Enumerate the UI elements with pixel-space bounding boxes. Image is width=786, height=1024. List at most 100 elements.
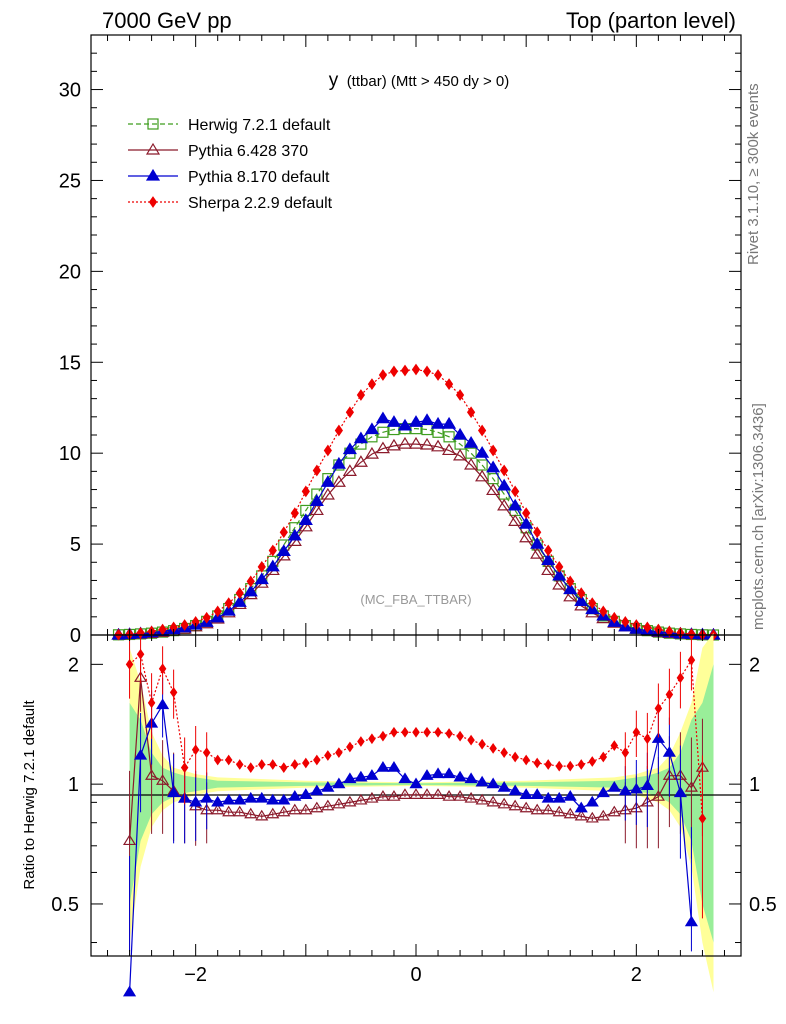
data-point-pythia-6-428-370 xyxy=(320,487,335,500)
ratio-point-pythia-8-170-default xyxy=(453,770,467,782)
data-point-pythia-6-428-370 xyxy=(298,519,313,532)
ratio-point-pythia-8-170-default xyxy=(607,780,621,792)
ratio-point-pythia-6-428-370 xyxy=(255,809,269,821)
header-right-title: Top (parton level) xyxy=(566,8,736,33)
data-point-pythia-8-170-default xyxy=(453,427,468,440)
ratio-point-pythia-8-170-default xyxy=(343,772,357,784)
data-point-herwig-7-2-1-default xyxy=(443,431,455,443)
data-point-pythia-8-170-default xyxy=(353,431,368,444)
ratio-point-sherpa-2-2-9-default xyxy=(224,754,233,766)
data-point-sherpa-2-2-9-default xyxy=(180,619,189,631)
ratio-point-pythia-8-170-default xyxy=(167,786,181,798)
data-point-pythia-8-170-default xyxy=(309,494,324,506)
ratio-point-sherpa-2-2-9-default xyxy=(235,759,244,770)
ratio-series-layer xyxy=(122,635,710,997)
data-point-sherpa-2-2-9-default xyxy=(367,378,377,390)
ratio-point-pythia-8-170-default xyxy=(486,777,500,789)
data-point-sherpa-2-2-9-default xyxy=(477,424,487,437)
data-point-pythia-6-428-370 xyxy=(519,530,534,543)
data-point-sherpa-2-2-9-default xyxy=(345,406,355,419)
data-point-pythia-6-428-370 xyxy=(530,546,545,559)
ratio-point-sherpa-2-2-9-default xyxy=(489,742,497,754)
ratio-point-sherpa-2-2-9-default xyxy=(158,663,167,675)
ratio-y-tick-label-right: 2 xyxy=(749,654,760,676)
data-point-pythia-8-170-default xyxy=(254,572,269,585)
data-point-pythia-8-170-default xyxy=(563,582,578,595)
data-point-sherpa-2-2-9-default xyxy=(466,406,476,419)
ratio-point-sherpa-2-2-9-default xyxy=(632,726,641,738)
ratio-point-pythia-6-428-370 xyxy=(277,805,291,817)
main-axis-ticks: 0 5 10 15 20 25 30 xyxy=(59,34,741,647)
ratio-point-pythia-8-170-default xyxy=(618,784,632,796)
data-point-sherpa-2-2-9-default xyxy=(444,378,454,390)
ratio-point-sherpa-2-2-9-default xyxy=(357,736,365,747)
ratio-y-axis-label: Ratio to Herwig 7.2.1 default xyxy=(21,700,38,890)
data-point-sherpa-2-2-9-default xyxy=(665,625,674,638)
ratio-point-pythia-8-170-default xyxy=(156,698,170,710)
data-point-sherpa-2-2-9-default xyxy=(312,464,321,477)
ratio-point-sherpa-2-2-9-default xyxy=(610,740,619,751)
ratio-y-tick-label-left: 0.5 xyxy=(51,894,79,916)
ratio-point-pythia-6-428-370 xyxy=(310,801,324,813)
data-point-sherpa-2-2-9-default xyxy=(224,597,233,610)
data-point-sherpa-2-2-9-default xyxy=(455,389,465,401)
data-point-pythia-6-428-370 xyxy=(563,589,578,602)
ratio-point-pythia-8-170-default xyxy=(122,985,137,997)
data-point-sherpa-2-2-9-default xyxy=(279,526,288,539)
ratio-point-sherpa-2-2-9-default xyxy=(136,648,145,660)
data-point-pythia-8-170-default xyxy=(276,544,291,556)
ratio-point-pythia-6-428-370 xyxy=(651,790,665,801)
ratio-point-pythia-6-428-370 xyxy=(233,805,247,817)
ratio-point-sherpa-2-2-9-default xyxy=(368,733,376,745)
main-plot: 0 5 10 15 20 25 30 y (ttbar) (Mtt > 450 dy > 0… xyxy=(59,34,742,647)
data-point-pythia-8-170-default xyxy=(232,595,247,607)
ratio-point-pythia-6-428-370 xyxy=(453,790,467,801)
data-point-pythia-8-170-default xyxy=(397,418,413,431)
data-point-sherpa-2-2-9-default xyxy=(500,464,509,477)
ratio-plot: 0.5 0.5 1 1 2 2 −2 0 2 Ratio to Herwig 7.2.1 def… xyxy=(21,632,777,997)
ratio-point-pythia-8-170-default xyxy=(662,745,676,757)
ratio-point-pythia-6-428-370 xyxy=(343,795,357,807)
data-point-pythia-8-170-default xyxy=(331,456,346,469)
data-point-sherpa-2-2-9-default xyxy=(621,616,630,628)
ratio-point-pythia-6-428-370 xyxy=(321,799,335,811)
ratio-point-pythia-8-170-default xyxy=(585,795,599,807)
ratio-point-pythia-6-428-370 xyxy=(607,805,621,817)
ratio-point-pythia-6-428-370 xyxy=(596,809,610,821)
data-point-pythia-6-428-370 xyxy=(342,464,357,476)
y-tick-label: 0 xyxy=(70,625,81,647)
ratio-point-sherpa-2-2-9-default xyxy=(346,741,354,753)
legend-label-pythia-6-428-370: Pythia 6.428 370 xyxy=(188,143,308,160)
ratio-point-sherpa-2-2-9-default xyxy=(566,760,574,772)
ratio-point-pythia-6-428-370 xyxy=(442,790,456,801)
data-point-sherpa-2-2-9-default xyxy=(334,424,343,437)
ratio-point-pythia-8-170-default xyxy=(376,761,390,772)
legend: Herwig 7.2.1 default Pythia 6.428 370 Pyth… xyxy=(128,117,333,212)
ratio-point-sherpa-2-2-9-default xyxy=(191,744,200,756)
data-point-sherpa-2-2-9-default xyxy=(588,597,597,610)
data-point-pythia-6-428-370 xyxy=(364,446,379,459)
ratio-point-pythia-6-428-370 xyxy=(211,803,225,815)
ratio-point-sherpa-2-2-9-default xyxy=(379,730,387,742)
ratio-point-pythia-8-170-default xyxy=(541,791,555,803)
data-point-pythia-8-170-default xyxy=(486,460,501,473)
data-point-sherpa-2-2-9-default xyxy=(599,605,608,618)
data-point-pythia-6-428-370 xyxy=(441,443,457,456)
y-tick-label: 10 xyxy=(59,443,81,465)
ratio-point-sherpa-2-2-9-default xyxy=(423,726,431,738)
ratio-point-pythia-8-170-default xyxy=(420,769,434,780)
data-point-pythia-6-428-370 xyxy=(541,563,556,576)
legend-label-herwig-7-2-1-default: Herwig 7.2.1 default xyxy=(188,117,331,134)
ratio-line-pythia-8-170-default xyxy=(129,703,692,993)
data-point-pythia-8-170-default xyxy=(574,594,589,606)
data-point-sherpa-2-2-9-default xyxy=(213,605,222,618)
ratio-point-sherpa-2-2-9-default xyxy=(643,733,652,745)
ratio-point-sherpa-2-2-9-default xyxy=(456,730,464,742)
data-point-pythia-8-170-default xyxy=(375,411,391,424)
ratio-point-sherpa-2-2-9-default xyxy=(246,762,255,774)
ratio-y-tick-label-right: 1 xyxy=(749,774,760,796)
ratio-point-pythia-6-428-370 xyxy=(288,803,302,815)
ratio-point-pythia-8-170-default xyxy=(365,769,379,780)
data-point-pythia-6-428-370 xyxy=(508,514,523,526)
ratio-point-pythia-6-428-370 xyxy=(519,801,533,813)
